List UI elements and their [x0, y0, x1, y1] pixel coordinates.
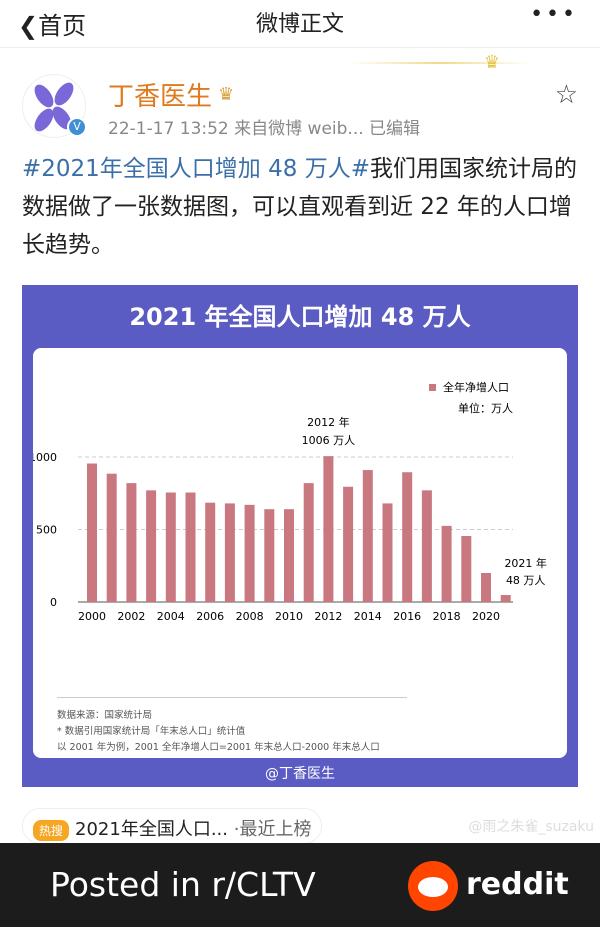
reddit-footer: Posted in r/CLTV reddit	[0, 843, 600, 927]
crown-icon: ♛	[483, 52, 500, 73]
y-tick-label: 1000	[33, 451, 57, 464]
annotation-value: 48 万人	[506, 574, 546, 587]
bar-chart: 0 500 1000 2000 2002 2004 2006 2008 2010 2012 2014…	[29, 380, 547, 623]
back-button[interactable]: ❮首页	[18, 6, 86, 41]
x-tick-label: 2020	[472, 610, 500, 623]
bar-2012	[323, 456, 334, 602]
weibo-watermark: @丁香医生	[265, 766, 335, 782]
post-body: 我们用国家统计局的数据做了一张数据图，可以直观看到近 22 年的人口增长趋势。	[22, 156, 577, 258]
posted-in-text: Posted in r/CLTV	[50, 865, 316, 904]
y-tick-label: 500	[36, 524, 57, 537]
chart-notes: 数据来源：国家统计局 * 数据引用国家统计局「年末总人口」统计值 以 2001 …	[57, 708, 380, 756]
chart-title: 2021 年全国人口增加 48 万人	[129, 303, 471, 331]
post-text: #2021年全国人口增加 48 万人#我们用国家统计局的数据做了一张数据图，可以…	[22, 150, 582, 264]
bar-2002	[126, 483, 137, 602]
note-example: 以 2001 年为例，2001 全年净增人口=2001 年末总人口-2000 年…	[57, 742, 380, 753]
bar-2006	[205, 502, 216, 602]
bar-2019	[461, 536, 472, 602]
x-tick-label: 2014	[354, 610, 382, 623]
bar-2001	[106, 473, 117, 602]
annotation-year: 2012 年	[307, 415, 350, 429]
bar-2005	[185, 492, 196, 602]
x-tick-label: 2000	[78, 610, 106, 623]
bar-2015	[382, 503, 393, 602]
avatar[interactable]: V	[22, 74, 87, 138]
x-tick-label: 2006	[196, 610, 224, 623]
x-tick-label: 2012	[314, 610, 342, 623]
decor-line	[350, 62, 530, 64]
bar-2020	[481, 573, 491, 602]
x-tick-label: 2018	[433, 610, 461, 623]
bar-2007	[224, 503, 235, 602]
reddit-logo-icon	[408, 861, 458, 911]
bar-2017	[421, 490, 432, 602]
medal-icon: ♛	[218, 84, 235, 105]
bar-2009	[264, 509, 275, 602]
user-watermark: @雨之朱雀_suzaku	[468, 819, 594, 835]
author-name[interactable]: 丁香医生	[108, 82, 213, 112]
note-source: 数据来源：国家统计局	[57, 710, 153, 721]
bar-2004	[165, 492, 176, 602]
hot-search-chip[interactable]: 热搜 2021年全国人口... ·最近上榜	[22, 808, 323, 844]
annotation-year: 2021 年	[504, 556, 547, 570]
bar-2010	[284, 509, 294, 602]
bar-2003	[146, 490, 157, 602]
bar-2018	[441, 525, 452, 602]
bar-2000	[87, 463, 97, 602]
x-tick-label: 2002	[117, 610, 145, 623]
note-definition: * 数据引用国家统计局「年末总人口」统计值	[57, 726, 246, 737]
x-tick-label: 2010	[275, 610, 303, 623]
legend-label: 全年净增人口	[443, 380, 509, 394]
bar-2016	[402, 472, 413, 602]
x-tick-label: 2016	[393, 610, 421, 623]
bar-2013	[343, 486, 354, 602]
chart-image[interactable]: 2021 年全国人口增加 48 万人 0 500 1000 2000 2002 2004 2…	[22, 285, 578, 787]
annotation-value: 1006 万人	[302, 434, 356, 447]
hashtag-link[interactable]: #2021年全国人口增加 48 万人#	[22, 156, 370, 182]
page-title: 微博正文	[255, 12, 344, 37]
legend-swatch	[429, 384, 436, 391]
top-nav: ❮首页 微博正文 •••	[0, 0, 600, 48]
hot-search-text: 2021年全国人口...	[75, 819, 228, 840]
y-tick-label: 0	[50, 596, 57, 609]
chevron-left-icon: ❮	[18, 12, 39, 40]
star-icon[interactable]: ☆	[554, 80, 578, 110]
hot-search-badge: 热搜	[33, 819, 70, 841]
bar-2014	[362, 470, 373, 602]
author-line: 丁香医生 ♛	[108, 76, 234, 113]
x-tick-label: 2008	[236, 610, 264, 623]
divider	[57, 697, 407, 698]
unit-label: 单位：万人	[458, 401, 513, 415]
chart-card: 0 500 1000 2000 2002 2004 2006 2008 2010 2012 2014…	[29, 348, 567, 758]
reddit-brand: reddit	[466, 867, 569, 902]
bar-2008	[244, 504, 255, 602]
more-dots-icon[interactable]: •••	[530, 2, 578, 27]
verified-icon: V	[67, 117, 87, 137]
hot-search-status: ·最近上榜	[233, 819, 312, 840]
x-tick-label: 2004	[157, 610, 185, 623]
bar-2011	[303, 483, 314, 602]
back-label: 首页	[38, 12, 87, 40]
post-meta: 22-1-17 13:52 来自微博 weib... 已编辑	[108, 119, 421, 139]
bar-2021	[500, 595, 511, 602]
